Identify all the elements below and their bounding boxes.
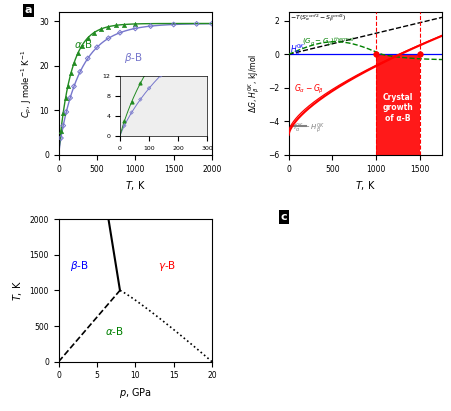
Point: [170, 21, 177, 28]
Y-axis label: $\Delta G$, $H_\beta^{0K}$, kJ/mol: $\Delta G$, $H_\beta^{0K}$, kJ/mol: [247, 54, 262, 113]
Point: [208, 21, 216, 27]
Y-axis label: $C_p$, J mole$^{-1}$ K$^{-1}$: $C_p$, J mole$^{-1}$ K$^{-1}$: [19, 49, 34, 118]
Text: $H_\beta^{0K}$: $H_\beta^{0K}$: [290, 43, 306, 58]
Text: $H_\alpha^{0K} - H_\beta^{0K}$: $H_\alpha^{0K} - H_\beta^{0K}$: [290, 122, 326, 136]
Point: [67, 95, 74, 101]
Point: [93, 44, 101, 51]
Text: $\alpha$-B: $\alpha$-B: [74, 38, 93, 50]
X-axis label: $T$, K: $T$, K: [355, 179, 376, 192]
Point: [132, 21, 139, 27]
Point: [84, 55, 92, 62]
Text: $-T(S_\alpha^{conf2}-S_\beta^{conf2})$: $-T(S_\alpha^{conf2}-S_\beta^{conf2})$: [290, 12, 347, 25]
Point: [60, 122, 67, 129]
Point: [113, 22, 120, 29]
Point: [147, 23, 154, 30]
Text: $\beta$-B: $\beta$-B: [70, 259, 89, 273]
Point: [105, 23, 112, 30]
Text: a: a: [25, 5, 32, 15]
Point: [70, 83, 78, 90]
Point: [62, 95, 69, 102]
Point: [70, 60, 78, 67]
Point: [64, 83, 71, 90]
Bar: [376, 54, 420, 155]
Point: [97, 26, 105, 32]
Point: [74, 50, 81, 57]
X-axis label: $p$, GPa: $p$, GPa: [119, 386, 152, 400]
X-axis label: $T$, K: $T$, K: [125, 179, 146, 192]
Point: [60, 109, 67, 116]
Text: $(G_\alpha - G_\beta)^{thermal}$: $(G_\alpha - G_\beta)^{thermal}$: [302, 36, 354, 49]
Point: [116, 30, 124, 36]
Point: [57, 127, 64, 134]
Point: [193, 21, 200, 27]
Point: [57, 135, 64, 141]
Text: $G_\alpha - G_\beta$: $G_\alpha - G_\beta$: [294, 83, 324, 96]
Point: [90, 30, 97, 36]
Text: $\gamma$-B: $\gamma$-B: [158, 259, 176, 273]
Point: [84, 35, 92, 41]
Point: [132, 25, 139, 32]
Point: [63, 109, 70, 115]
Point: [120, 21, 127, 28]
Text: Crystal
growth
of α-B: Crystal growth of α-B: [383, 93, 414, 123]
Point: [105, 35, 112, 42]
Text: c: c: [281, 212, 288, 222]
Point: [77, 69, 84, 75]
Y-axis label: $T$, K: $T$, K: [11, 280, 24, 301]
Text: $\beta$-B: $\beta$-B: [124, 51, 143, 65]
Text: $\alpha$-B: $\alpha$-B: [105, 325, 124, 337]
Point: [67, 70, 74, 76]
Point: [78, 43, 85, 49]
